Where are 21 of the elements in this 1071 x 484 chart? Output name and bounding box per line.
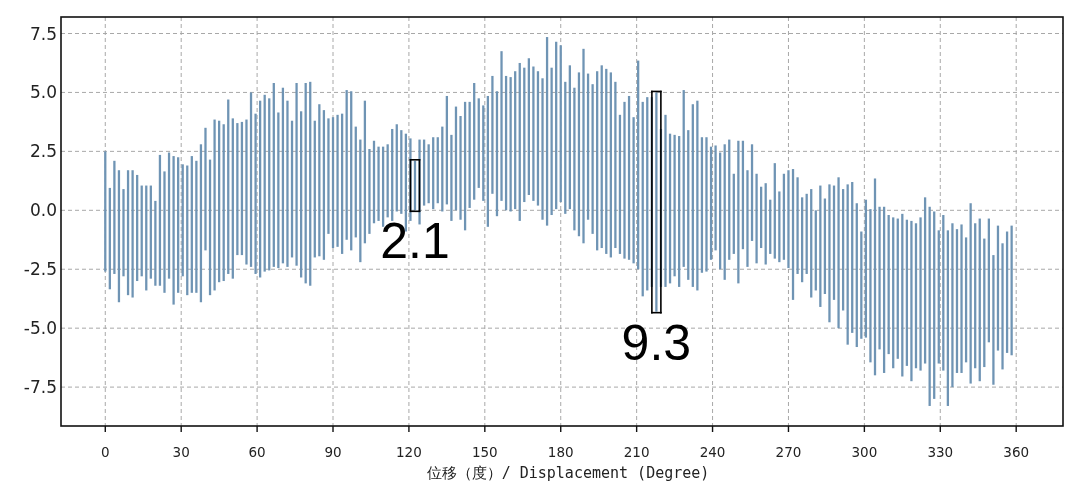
x-tick-label: 90 — [324, 444, 342, 460]
y-tick-label: -5.0 — [23, 318, 57, 339]
x-tick-label: 0 — [101, 444, 110, 460]
y-tick-label: 5.0 — [29, 82, 57, 103]
y-tick-label: -2.5 — [23, 259, 57, 280]
x-tick-label: 240 — [699, 444, 726, 460]
x-tick-label: 180 — [547, 444, 574, 460]
y-tick-label: 2.5 — [29, 141, 57, 162]
xlabel: 位移（度）/ Displacement (Degree) — [426, 464, 710, 482]
y-tick-label: -7.5 — [23, 377, 57, 398]
x-tick-label: 360 — [1003, 444, 1030, 460]
x-tick-label: 300 — [851, 444, 878, 460]
x-tick-label: 150 — [471, 444, 498, 460]
x-tick-label: 30 — [172, 444, 190, 460]
x-tick-label: 210 — [623, 444, 650, 460]
y-tick-label: 0.0 — [29, 200, 57, 221]
x-tick-label: 330 — [927, 444, 954, 460]
x-tick-label: 270 — [775, 444, 802, 460]
y-tick-label: 7.5 — [29, 23, 57, 44]
x-tick-label: 60 — [248, 444, 266, 460]
x-tick-label: 120 — [396, 444, 422, 460]
